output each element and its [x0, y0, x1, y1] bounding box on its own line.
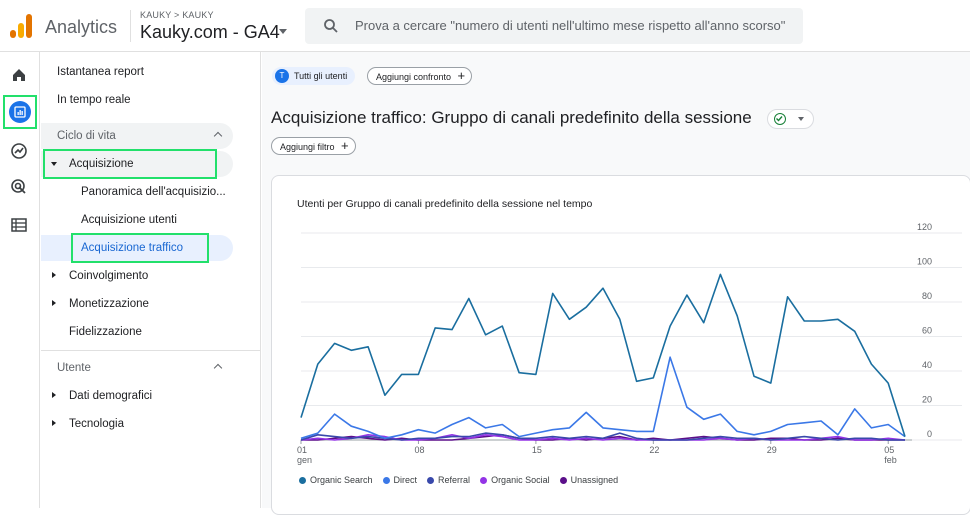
add-comparison-button[interactable]: Aggiungi confronto + [367, 67, 473, 85]
configure-icon[interactable] [8, 214, 30, 236]
y-tick-label: 20 [922, 395, 932, 405]
series-line-referral [300, 432, 905, 441]
y-tick-label: 100 [917, 257, 932, 267]
section-label: Utente [57, 362, 91, 374]
chevron-up-icon[interactable] [213, 131, 223, 141]
x-tick-label: 22 [649, 445, 659, 455]
series-line-direct [300, 356, 906, 440]
chip-label: Aggiungi confronto [376, 72, 452, 82]
nav-label: Coinvolgimento [69, 270, 149, 282]
nav-acquisition[interactable]: Acquisizione [41, 151, 233, 177]
legend-swatch [427, 476, 435, 484]
page-title: Acquisizione traffico: Gruppo di canali … [271, 108, 752, 127]
home-icon[interactable] [8, 64, 30, 86]
app-name: Analytics [45, 17, 118, 37]
legend-label: Referral [438, 475, 471, 485]
nav-engagement[interactable]: Coinvolgimento [41, 263, 233, 289]
legend-swatch [480, 476, 488, 484]
legend-swatch [559, 476, 567, 484]
legend-label: Unassigned [570, 475, 619, 485]
caret-right-icon [52, 300, 56, 306]
search-bar[interactable]: Prova a cercare "numero di utenti nell'u… [305, 8, 803, 44]
reports-icon[interactable] [9, 101, 31, 123]
nav-acq-traffic[interactable]: Acquisizione traffico [41, 235, 233, 261]
all-users-chip[interactable]: T Tutti gli utenti [272, 67, 356, 85]
nav-technology[interactable]: Tecnologia [41, 411, 233, 437]
add-filter-button[interactable]: Aggiungi filtro + [271, 137, 356, 155]
chart-title: Utenti per Gruppo di canali predefinito … [297, 198, 593, 210]
chip-label: Aggiungi filtro [280, 142, 335, 152]
y-tick-label: 40 [922, 360, 932, 370]
legend-swatch [299, 476, 306, 484]
nav-label: Tecnologia [69, 418, 124, 430]
top-bar: Analytics KAUKY > KAUKY Kauky.com - GA4 … [0, 0, 970, 52]
divider [41, 350, 260, 351]
y-tick-label: 60 [922, 326, 932, 336]
acquisition-highlight [43, 149, 217, 179]
section-label: Ciclo di vita [57, 130, 116, 142]
explore-icon[interactable] [8, 140, 30, 162]
y-tick-label: 80 [922, 291, 932, 301]
nav-demographics[interactable]: Dati demografici [41, 383, 233, 409]
nav-acq-overview[interactable]: Panoramica dell'acquisizio... [81, 186, 226, 198]
x-tick-label: 05 [884, 445, 894, 455]
check-circle-icon [774, 113, 786, 125]
caret-right-icon [52, 392, 56, 398]
legend-item[interactable]: Referral [427, 475, 470, 485]
nav-label: Acquisizione [69, 158, 134, 170]
divider [130, 10, 131, 42]
chart-card: Utenti per Gruppo di canali predefinito … [271, 175, 970, 515]
caret-right-icon [52, 272, 56, 278]
avatar: T [275, 69, 289, 83]
chip-label: Tutti gli utenti [294, 71, 348, 81]
advertising-icon[interactable] [8, 176, 30, 198]
search-input[interactable]: Prova a cercare "numero di utenti nell'u… [355, 18, 786, 33]
series-line-organic-search [300, 273, 906, 437]
nav-snapshot[interactable]: Istantanea report [57, 66, 144, 78]
x-tick-sublabel: feb [884, 455, 897, 465]
analytics-logo-icon[interactable] [10, 14, 32, 38]
legend-label: Direct [393, 475, 418, 485]
reports-nav: Istantanea report In tempo reale Ciclo d… [41, 52, 261, 508]
caret-down-icon [51, 162, 57, 166]
legend-item[interactable]: Organic Social [480, 475, 550, 485]
chevron-up-icon[interactable] [213, 363, 223, 373]
nav-monetization[interactable]: Monetizzazione [41, 291, 233, 317]
y-tick-label: 120 [917, 222, 932, 232]
nav-section-lifecycle[interactable]: Ciclo di vita [41, 123, 233, 149]
caret-right-icon [52, 420, 56, 426]
legend-item[interactable]: Direct [382, 475, 418, 485]
x-tick-label: 29 [767, 445, 777, 455]
legend-label: Organic Search [310, 475, 373, 485]
search-icon [324, 19, 338, 33]
nav-label: Monetizzazione [69, 298, 149, 310]
acq-traffic-highlight [71, 233, 209, 263]
x-tick-label: 08 [414, 445, 424, 455]
breadcrumb[interactable]: KAUKY > KAUKY [140, 10, 214, 20]
x-tick-label: 15 [532, 445, 542, 455]
legend-item[interactable]: Organic Search [299, 475, 373, 485]
chevron-down-icon[interactable] [279, 29, 287, 34]
property-selector[interactable]: Kauky.com - GA4 [140, 22, 280, 42]
report-content: T Tutti gli utenti Aggiungi confronto + … [262, 52, 970, 515]
plus-icon: + [457, 68, 466, 83]
nav-section-user[interactable]: Utente [41, 355, 233, 381]
icon-rail [0, 52, 40, 508]
nav-retention[interactable]: Fidelizzazione [69, 326, 142, 338]
y-tick-label: 0 [927, 429, 932, 439]
nav-realtime[interactable]: In tempo reale [57, 94, 131, 106]
reports-nav-highlight[interactable] [3, 95, 37, 129]
legend-swatch [382, 476, 390, 484]
nav-acq-users[interactable]: Acquisizione utenti [81, 214, 177, 226]
x-tick-label: 01 [297, 445, 307, 455]
status-dropdown[interactable] [767, 109, 814, 129]
chart-legend: Organic Search Direct Referral Organic Soci… [299, 475, 618, 485]
x-tick-sublabel: gen [297, 455, 312, 465]
plus-icon: + [340, 138, 349, 153]
legend-label: Organic Social [491, 475, 550, 485]
chevron-down-icon [798, 117, 804, 121]
nav-label: Dati demografici [69, 390, 153, 402]
legend-item[interactable]: Unassigned [559, 475, 619, 485]
